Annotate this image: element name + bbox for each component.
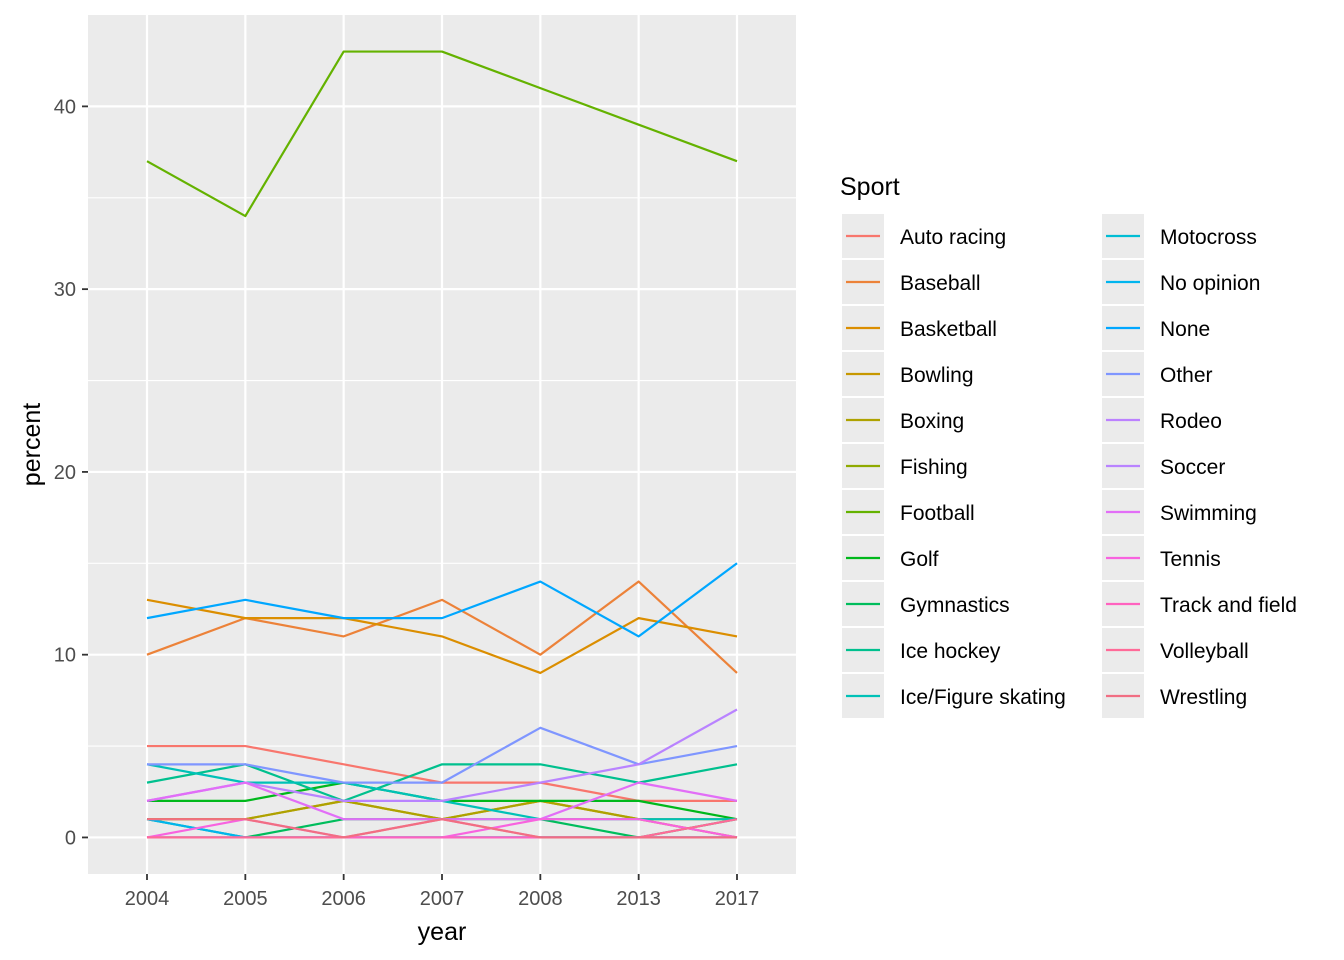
legend-entry: Motocross [1160,226,1257,249]
legend-entry: Boxing [900,410,964,433]
x-axis: 2004 2005 2006 2007 2008 2013 2017 [125,874,760,910]
x-axis-title: year [418,918,467,946]
series-line [146,50,738,218]
legend-entry: Volleyball [1160,640,1249,663]
legend-entry: None [1160,318,1210,341]
legend-entry: Golf [900,548,939,571]
legend-entry: Swimming [1160,502,1257,525]
y-tick-label: 30 [54,279,76,301]
legend-entry: Soccer [1160,456,1225,479]
legend-entry: Auto racing [900,226,1006,249]
x-tick-label: 2008 [518,888,563,910]
x-tick-label: 2007 [420,888,465,910]
y-axis: 0 10 20 30 40 [54,96,88,849]
legend-entry: Baseball [900,272,981,295]
legend: Sport Auto racing Baseball Basketball Bowli… [840,173,1297,718]
x-tick-label: 2006 [321,888,366,910]
series-line [147,818,737,839]
legend-entry: Tennis [1160,548,1221,571]
x-tick-label: 2013 [616,888,661,910]
series-line [146,562,738,638]
legend-entry: Bowling [900,364,974,387]
legend-entry: Gymnastics [900,594,1010,617]
legend-entry: Other [1160,364,1213,387]
y-tick-label: 0 [65,827,76,849]
legend-entry: Track and field [1160,594,1297,617]
x-tick-label: 2005 [223,888,268,910]
legend-entry: Ice/Figure skating [900,686,1066,709]
legend-title: Sport [840,173,900,201]
major-gridlines [88,15,796,874]
series-line [146,598,738,675]
series-lines [146,50,738,839]
legend-entry: No opinion [1160,272,1260,295]
x-tick-label: 2004 [125,888,170,910]
y-axis-title: percent [18,403,46,486]
y-tick-label: 40 [54,96,76,118]
legend-entry: Basketball [900,318,997,341]
x-tick-label: 2017 [715,888,760,910]
legend-entry: Wrestling [1160,686,1247,709]
legend-entry: Ice hockey [900,640,1001,663]
y-tick-label: 10 [54,645,76,667]
legend-entry: Rodeo [1160,410,1222,433]
y-tick-label: 20 [54,462,76,484]
legend-entry: Football [900,502,975,525]
legend-entry: Fishing [900,456,968,479]
